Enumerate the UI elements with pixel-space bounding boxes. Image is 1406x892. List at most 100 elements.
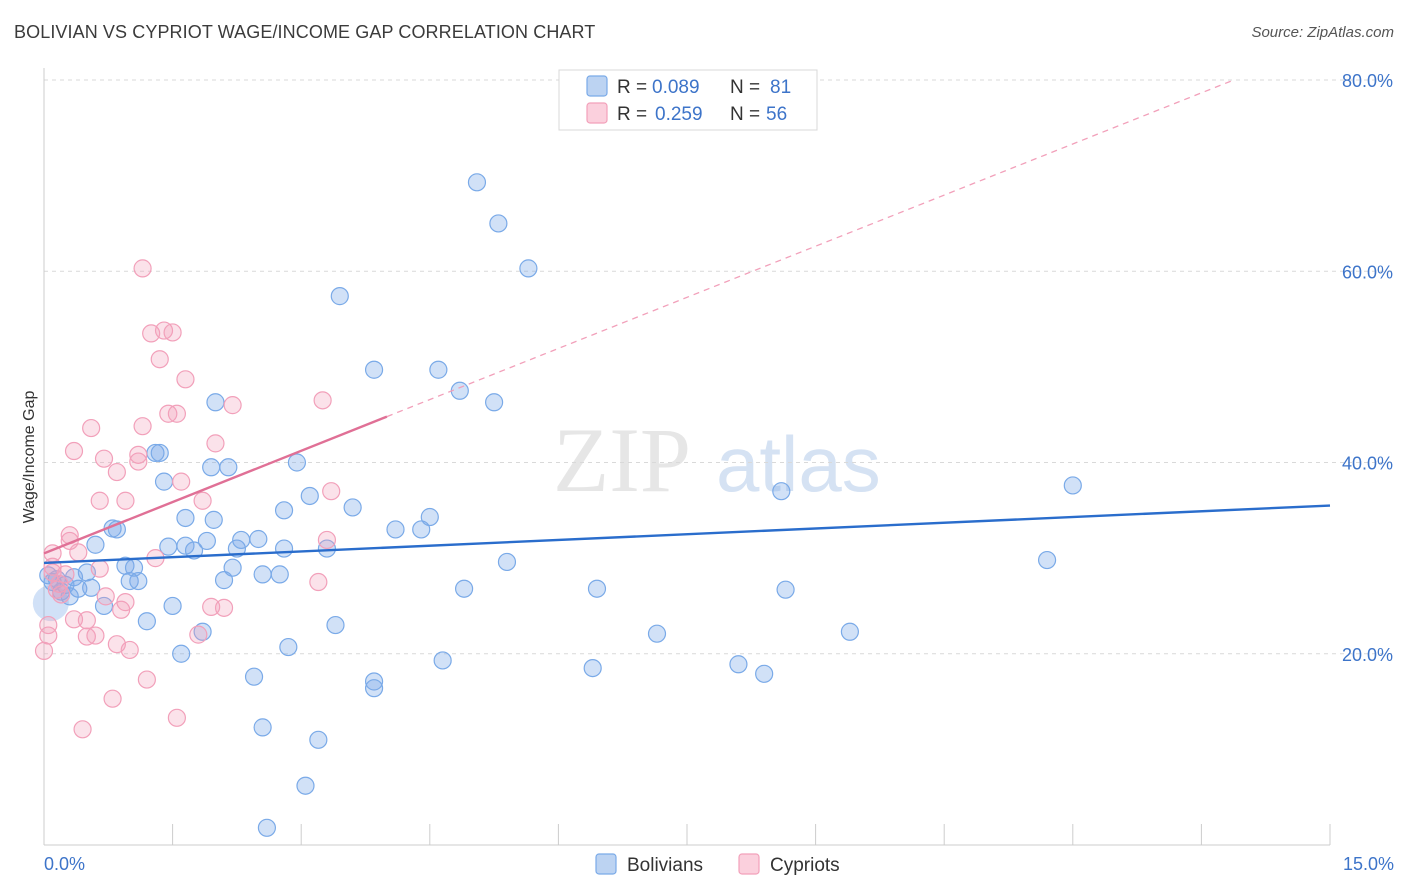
bolivians-point-38 (244, 667, 264, 686)
y-tick-label-20: 20.0% (1342, 645, 1393, 665)
top-legend: R = 0.089 N = 81 R = 0.259 N = 56 (558, 69, 818, 131)
bottom-legend-swatch-cypriots (738, 853, 760, 875)
bolivians-point-63 (450, 381, 469, 400)
bolivians-point-44 (274, 539, 294, 558)
cypriots-point-21 (90, 491, 109, 510)
cypriots-point-22 (94, 449, 114, 468)
cypriots-point-33 (133, 417, 152, 436)
watermark-zip: ZIP (553, 409, 691, 511)
legend-r-label-cypriots: R = (617, 104, 647, 125)
bolivians-point-57 (364, 360, 384, 379)
bolivians-point-45 (274, 501, 294, 520)
bolivians-point-76 (776, 580, 795, 599)
cypriots-point-19 (86, 626, 105, 645)
x-tick-label-max: 15.0% (1343, 854, 1394, 874)
bolivians-point-75 (772, 482, 791, 501)
cypriots-point-32 (129, 445, 148, 464)
cypriots-point-51 (223, 396, 242, 415)
bolivians-point-25 (176, 536, 195, 555)
y-tick-label-60: 60.0% (1342, 262, 1393, 282)
bolivians-point-73 (729, 655, 748, 674)
bolivians-point-52 (326, 615, 345, 635)
bolivians-point-31 (204, 510, 223, 529)
cypriots-point-34 (133, 259, 152, 278)
bolivians-point-26 (176, 508, 195, 528)
cypriots-point-9 (56, 565, 75, 584)
cypriots-points (34, 259, 341, 739)
bolivians-point-33 (214, 571, 234, 590)
cypriots-point-1 (39, 626, 58, 645)
cypriots-point-50 (214, 598, 234, 617)
bolivians-point-27 (184, 541, 204, 560)
bolivians-point-7 (69, 579, 88, 598)
cypriots-point-24 (103, 689, 122, 708)
bolivians-points (32, 173, 1082, 837)
bolivians-point-56 (364, 679, 384, 698)
bolivians-point-53 (330, 287, 349, 306)
bolivians-point-66 (485, 393, 504, 412)
cypriots-point-45 (176, 370, 195, 389)
axes (43, 68, 1331, 846)
legend-swatch-bolivians (586, 75, 608, 97)
source-label: Source: ZipAtlas.com (1251, 24, 1394, 41)
bottom-legend-label-cypriots: Cypriots (770, 855, 840, 876)
bolivians-point-79 (1063, 476, 1082, 495)
bolivians-trend-line (43, 504, 1331, 565)
bolivians-point-17 (129, 571, 148, 591)
bolivians-point-61 (429, 360, 448, 379)
bolivians-point-47 (287, 453, 307, 472)
bolivians-point-24 (172, 644, 191, 663)
bolivians-point-72 (647, 624, 667, 643)
bolivians-point-43 (270, 565, 289, 584)
legend-r-label-bolivians: R = (617, 77, 647, 98)
y-axis-label: Wage/Income Gap (21, 391, 38, 524)
chart-title: BOLIVIAN VS CYPRIOT WAGE/INCOME GAP CORR… (14, 22, 596, 42)
bolivians-point-20 (150, 443, 169, 463)
bolivians-point-62 (433, 651, 452, 670)
legend-r-value-cypriots: 0.259 (655, 104, 703, 125)
legend-swatch-cypriots (586, 102, 608, 124)
bolivians-point-77 (840, 622, 859, 641)
bolivians-point-42 (257, 818, 277, 837)
bolivians-point-29 (197, 531, 216, 551)
bolivians-point-18 (137, 612, 156, 631)
legend-n-value-bolivians: 81 (770, 77, 791, 98)
legend-n-label-bolivians: N = (730, 77, 760, 98)
bolivians-point-48 (296, 776, 315, 795)
cypriots-point-38 (150, 350, 169, 369)
cypriots-point-49 (206, 434, 225, 453)
bolivians-cluster-point (32, 585, 69, 622)
watermark-atlas: atlas (716, 420, 881, 508)
bolivians-point-65 (467, 173, 487, 192)
bolivians-point-58 (386, 520, 405, 539)
bolivians-point-9 (82, 578, 101, 597)
cypriots-point-42 (167, 404, 186, 423)
bottom-legend: Bolivians Cypriots (595, 853, 840, 876)
bolivians-point-36 (227, 539, 246, 558)
bolivians-point-69 (519, 259, 538, 278)
bolivians-point-46 (279, 637, 298, 657)
bolivians-point-10 (86, 535, 105, 554)
legend-n-value-cypriots: 56 (766, 104, 787, 125)
cypriots-trend-extension (386, 79, 1235, 418)
bolivians-point-78 (1037, 550, 1057, 570)
cypriots-point-52 (309, 572, 328, 592)
bolivians-point-54 (343, 498, 362, 517)
bolivians-point-40 (253, 565, 272, 584)
bolivians-point-23 (163, 596, 182, 616)
trend-lines (43, 79, 1331, 565)
y-tick-label-40: 40.0% (1342, 454, 1393, 474)
cypriots-point-14 (69, 543, 88, 562)
bolivians-point-60 (420, 507, 439, 527)
bolivians-point-71 (587, 579, 607, 598)
cypriots-point-44 (172, 472, 191, 491)
bolivians-point-55 (364, 672, 384, 691)
bolivians-point-70 (583, 658, 602, 678)
cypriots-point-2 (39, 615, 58, 635)
cypriots-point-31 (129, 452, 148, 471)
cypriots-point-53 (313, 391, 332, 410)
cypriots-point-18 (82, 418, 101, 438)
bolivians-point-67 (489, 214, 508, 233)
bolivians-point-64 (454, 579, 474, 598)
